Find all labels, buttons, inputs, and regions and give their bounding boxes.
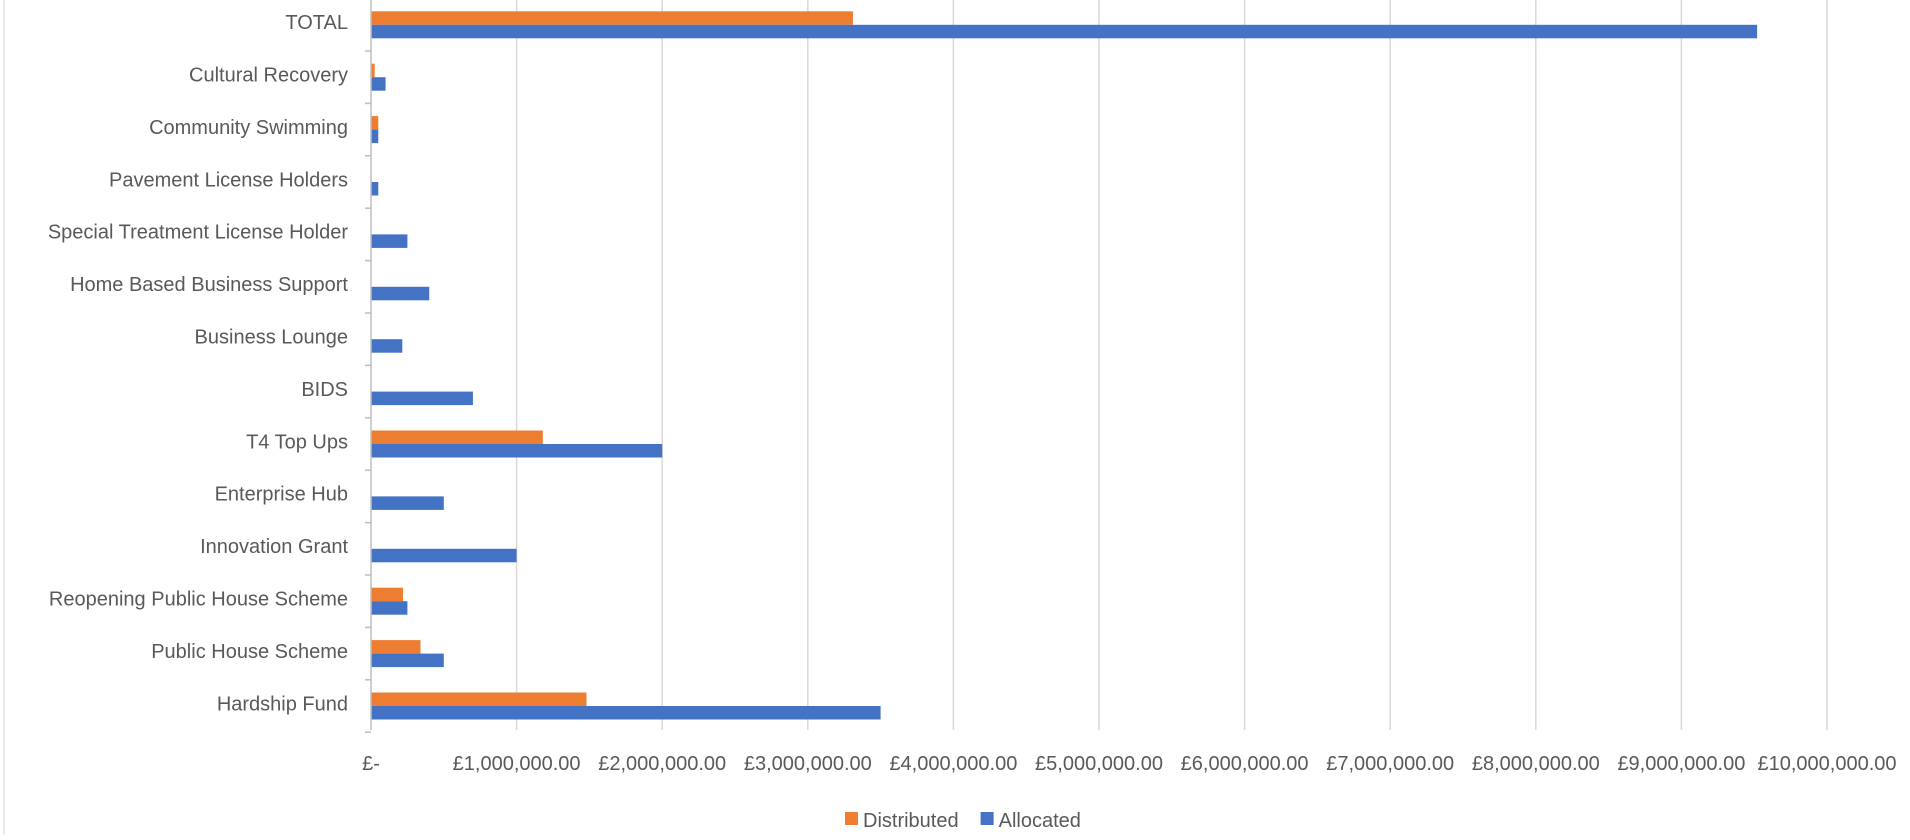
value-axis-tick-labels: £- £1,000,000.00 £2,000,000.00 £3,000,000.0… xyxy=(362,753,1896,775)
bar-allocated xyxy=(371,706,881,720)
bar-distributed xyxy=(371,11,853,25)
x-tick-label: £2,000,000.00 xyxy=(598,753,726,775)
category-label: Hardship Fund xyxy=(217,693,348,715)
x-tick-label: £10,000,000.00 xyxy=(1757,753,1896,775)
x-tick-label: £5,000,000.00 xyxy=(1035,753,1163,775)
bar-allocated xyxy=(371,653,444,668)
category-label: Innovation Grant xyxy=(200,536,348,558)
bar-allocated xyxy=(371,286,430,301)
category-axis xyxy=(365,0,372,733)
x-tick-label: £6,000,000.00 xyxy=(1181,753,1309,775)
bar-allocated xyxy=(371,182,379,196)
bar-distributed xyxy=(371,116,379,130)
legend-label-allocated: Allocated xyxy=(999,810,1081,832)
bar-allocated xyxy=(371,444,663,458)
bar-distributed xyxy=(371,63,375,78)
category-label: Special Treatment License Holder xyxy=(48,222,348,244)
gridlines xyxy=(515,0,1828,730)
x-tick-label: £7,000,000.00 xyxy=(1326,753,1454,775)
category-label: Community Swimming xyxy=(149,117,348,139)
bar-allocated xyxy=(371,24,1758,39)
bar-allocated xyxy=(371,496,444,510)
x-tick-label: £- xyxy=(362,753,380,775)
category-label: Pavement License Holders xyxy=(109,169,348,191)
category-label: Enterprise Hub xyxy=(215,484,348,506)
bar-allocated xyxy=(371,601,408,615)
category-labels: Hardship Fund Public House Scheme Reopenin… xyxy=(48,12,349,715)
bar-distributed xyxy=(371,640,421,654)
x-tick-label: £8,000,000.00 xyxy=(1472,753,1600,775)
bar-allocated xyxy=(371,339,403,353)
legend-swatch-allocated xyxy=(980,812,994,825)
legend: Distributed Allocated xyxy=(845,810,1081,832)
x-tick-label: £4,000,000.00 xyxy=(889,753,1017,775)
bar-allocated xyxy=(371,129,379,144)
category-label: BIDS xyxy=(301,379,348,401)
x-tick-label: £3,000,000.00 xyxy=(744,753,872,775)
category-label: Business Lounge xyxy=(195,326,348,348)
bar-allocated xyxy=(371,391,473,406)
bar-distributed xyxy=(371,692,587,706)
bar-distributed xyxy=(371,587,404,602)
category-label: Cultural Recovery xyxy=(189,64,348,86)
legend-label-distributed: Distributed xyxy=(863,810,959,832)
bar-allocated xyxy=(371,234,408,248)
category-label: Reopening Public House Scheme xyxy=(49,588,348,610)
category-label: Public House Scheme xyxy=(151,641,348,663)
bars xyxy=(371,11,1758,720)
bar-allocated xyxy=(371,548,517,563)
x-tick-label: £9,000,000.00 xyxy=(1617,753,1745,775)
legend-swatch-distributed xyxy=(845,812,858,825)
x-tick-label: £1,000,000.00 xyxy=(453,753,581,775)
category-label: TOTAL xyxy=(285,12,348,34)
category-label: Home Based Business Support xyxy=(70,274,348,296)
bar-allocated xyxy=(371,77,386,91)
bar-distributed xyxy=(371,430,543,444)
category-label: T4 Top Ups xyxy=(246,431,348,453)
